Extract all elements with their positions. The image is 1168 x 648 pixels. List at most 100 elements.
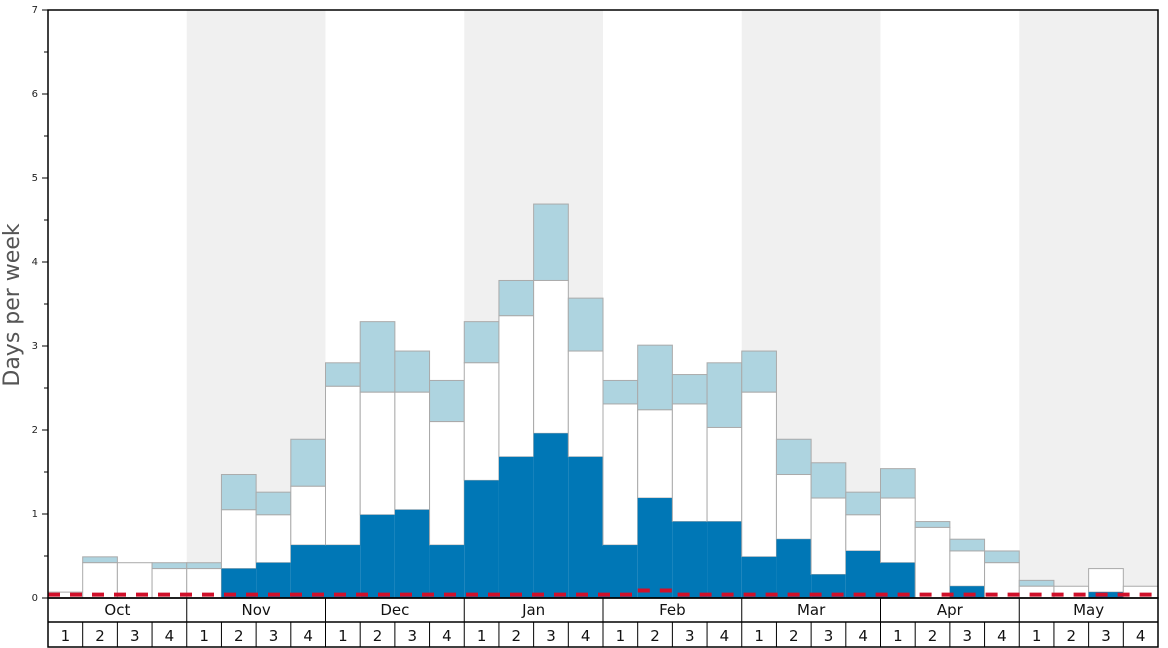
y-axis-label: Days per week bbox=[0, 223, 25, 386]
bar-dark-8 bbox=[325, 545, 361, 598]
bar-light-21 bbox=[775, 438, 812, 476]
bar-light-18 bbox=[671, 374, 708, 405]
bar-middle-14 bbox=[533, 279, 569, 434]
bar-dark-26 bbox=[949, 586, 985, 598]
bar-light-24 bbox=[880, 468, 916, 499]
bar-dark-14 bbox=[533, 433, 569, 598]
bar-dark-11 bbox=[429, 545, 465, 598]
bar-middle-6 bbox=[255, 514, 292, 564]
bar-light-28 bbox=[1018, 579, 1055, 587]
bar-dark-23 bbox=[845, 550, 881, 598]
bar-middle-24 bbox=[880, 497, 916, 564]
bar-light-10 bbox=[394, 350, 431, 393]
week-label: 2 bbox=[1067, 627, 1077, 645]
bar-dark-6 bbox=[256, 562, 291, 598]
week-label: 3 bbox=[130, 627, 140, 645]
bar-dark-12 bbox=[464, 480, 499, 598]
bar-light-26 bbox=[949, 538, 986, 552]
bar-dark-21 bbox=[776, 539, 812, 598]
bar-dark-20 bbox=[741, 556, 777, 598]
bar-middle-23 bbox=[845, 514, 881, 552]
bar-middle-30 bbox=[1088, 568, 1124, 593]
week-label: 3 bbox=[685, 627, 695, 645]
axes-layer: 0 1 2 3 4 5 6 7 Oct Nov Dec Jan Feb Mar Apr May 1 2 3 4 1 2 3 4… bbox=[32, 5, 1159, 648]
week-label: 3 bbox=[546, 627, 556, 645]
bar-middle-16 bbox=[602, 403, 639, 546]
y-tick-label-7: 7 bbox=[32, 5, 38, 16]
bar-middle-20 bbox=[741, 391, 777, 558]
bar-light-5 bbox=[220, 474, 257, 511]
bar-dark-10 bbox=[394, 509, 430, 598]
bar-dark-13 bbox=[498, 456, 534, 598]
bar-middle-5 bbox=[220, 509, 257, 570]
bar-middle-19 bbox=[706, 426, 743, 523]
month-label-dec: Dec bbox=[380, 601, 409, 619]
bar-middle-17 bbox=[637, 409, 673, 499]
month-label-nov: Nov bbox=[241, 601, 270, 619]
week-label: 1 bbox=[893, 627, 903, 645]
bar-light-20 bbox=[741, 350, 777, 393]
bar-light-7 bbox=[290, 438, 326, 487]
bar-dark-15 bbox=[568, 456, 603, 598]
bar-dark-9 bbox=[360, 514, 395, 598]
bar-dark-22 bbox=[811, 574, 846, 598]
bar-light-15 bbox=[567, 297, 604, 352]
week-label: 2 bbox=[650, 627, 660, 645]
bar-middle-11 bbox=[429, 421, 465, 546]
bar-light-14 bbox=[533, 203, 569, 281]
week-label: 2 bbox=[789, 627, 799, 645]
bar-middle-22 bbox=[810, 497, 847, 575]
month-label-may: May bbox=[1073, 601, 1104, 619]
week-label: 1 bbox=[477, 627, 487, 645]
week-label: 4 bbox=[720, 627, 730, 645]
week-label: 1 bbox=[754, 627, 764, 645]
week-label: 4 bbox=[997, 627, 1007, 645]
bar-light-4 bbox=[186, 562, 222, 570]
week-label: 2 bbox=[234, 627, 244, 645]
bar-light-6 bbox=[255, 491, 292, 516]
bar-light-1 bbox=[82, 556, 118, 564]
bar-light-13 bbox=[498, 279, 535, 317]
bar-middle-26 bbox=[949, 550, 986, 587]
week-label: 3 bbox=[407, 627, 417, 645]
week-label: 4 bbox=[858, 627, 868, 645]
month-shade-may bbox=[1019, 10, 1158, 598]
y-tick-label-0: 0 bbox=[32, 593, 38, 604]
bar-middle-10 bbox=[394, 391, 431, 511]
bar-light-16 bbox=[602, 379, 639, 405]
week-label: 4 bbox=[303, 627, 313, 645]
bar-dark-7 bbox=[290, 545, 326, 598]
month-label-mar: Mar bbox=[797, 601, 826, 619]
week-label: 1 bbox=[61, 627, 71, 645]
week-label: 3 bbox=[269, 627, 279, 645]
y-tick-label-6: 6 bbox=[32, 89, 38, 100]
bar-light-23 bbox=[845, 491, 881, 516]
y-tick-label-1: 1 bbox=[32, 509, 38, 520]
bar-dark-17 bbox=[637, 498, 673, 598]
week-label: 4 bbox=[1136, 627, 1146, 645]
bar-middle-18 bbox=[671, 403, 708, 523]
week-label: 4 bbox=[442, 627, 452, 645]
bar-light-17 bbox=[637, 344, 673, 411]
bar-middle-21 bbox=[775, 474, 812, 540]
week-label: 2 bbox=[95, 627, 105, 645]
bars-layer bbox=[47, 203, 1159, 599]
week-label: 3 bbox=[1101, 627, 1111, 645]
bar-middle-15 bbox=[567, 350, 604, 458]
week-label: 2 bbox=[373, 627, 383, 645]
y-tick-label-4: 4 bbox=[32, 257, 38, 268]
bar-light-27 bbox=[984, 550, 1020, 564]
bar-light-8 bbox=[325, 362, 361, 387]
bar-middle-8 bbox=[325, 385, 361, 546]
bar-middle-12 bbox=[463, 362, 500, 481]
bar-light-19 bbox=[706, 362, 743, 428]
bar-dark-19 bbox=[707, 521, 742, 598]
y-tick-label-5: 5 bbox=[32, 173, 38, 184]
y-tick-label-2: 2 bbox=[32, 425, 38, 436]
week-label: 4 bbox=[165, 627, 175, 645]
bar-light-12 bbox=[463, 321, 500, 364]
week-label: 4 bbox=[581, 627, 591, 645]
bar-middle-9 bbox=[359, 391, 396, 516]
week-label: 3 bbox=[962, 627, 972, 645]
